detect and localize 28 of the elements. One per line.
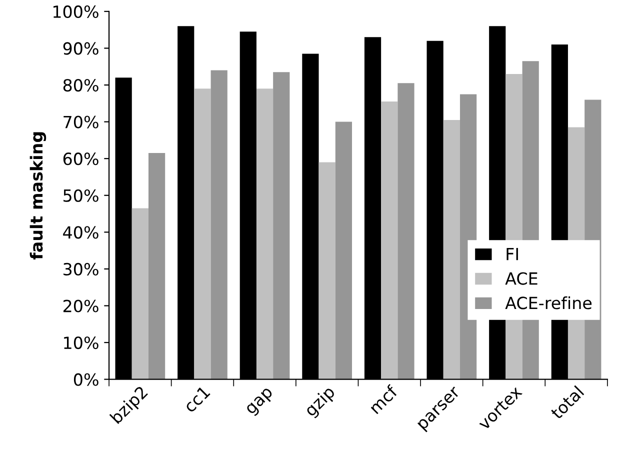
- bar: [273, 72, 290, 380]
- y-tick-label: 40%: [63, 226, 98, 239]
- y-tick-label: 60%: [63, 152, 98, 166]
- y-tick-label: 90%: [63, 42, 98, 55]
- y-tick-label: 80%: [63, 78, 98, 92]
- y-tick-label: 10%: [64, 336, 98, 350]
- y-tick-label: 20%: [63, 300, 98, 312]
- bar: [335, 122, 352, 380]
- bar: [381, 102, 398, 380]
- legend-label: ACE: [505, 272, 538, 285]
- bar: [194, 88, 211, 380]
- y-tick-label: 0%: [74, 373, 98, 386]
- x-tick-label: gap: [246, 387, 276, 418]
- bar: [148, 153, 166, 380]
- bar: [318, 162, 336, 380]
- y-axis-title: fault masking: [30, 132, 46, 260]
- bar: [210, 70, 228, 380]
- bar: [132, 208, 148, 380]
- legend-label: FI: [506, 248, 518, 260]
- x-tick-label: cc1: [183, 386, 211, 414]
- legend-label: ACE-refine: [505, 296, 592, 310]
- bar: [256, 88, 274, 380]
- bar: [443, 120, 460, 380]
- bar: [398, 83, 414, 380]
- y-tick-label: 70%: [64, 116, 98, 128]
- y-tick-label: 30%: [64, 262, 98, 276]
- y-tick-label: 50%: [64, 189, 98, 202]
- y-tick-label: 100%: [53, 5, 98, 18]
